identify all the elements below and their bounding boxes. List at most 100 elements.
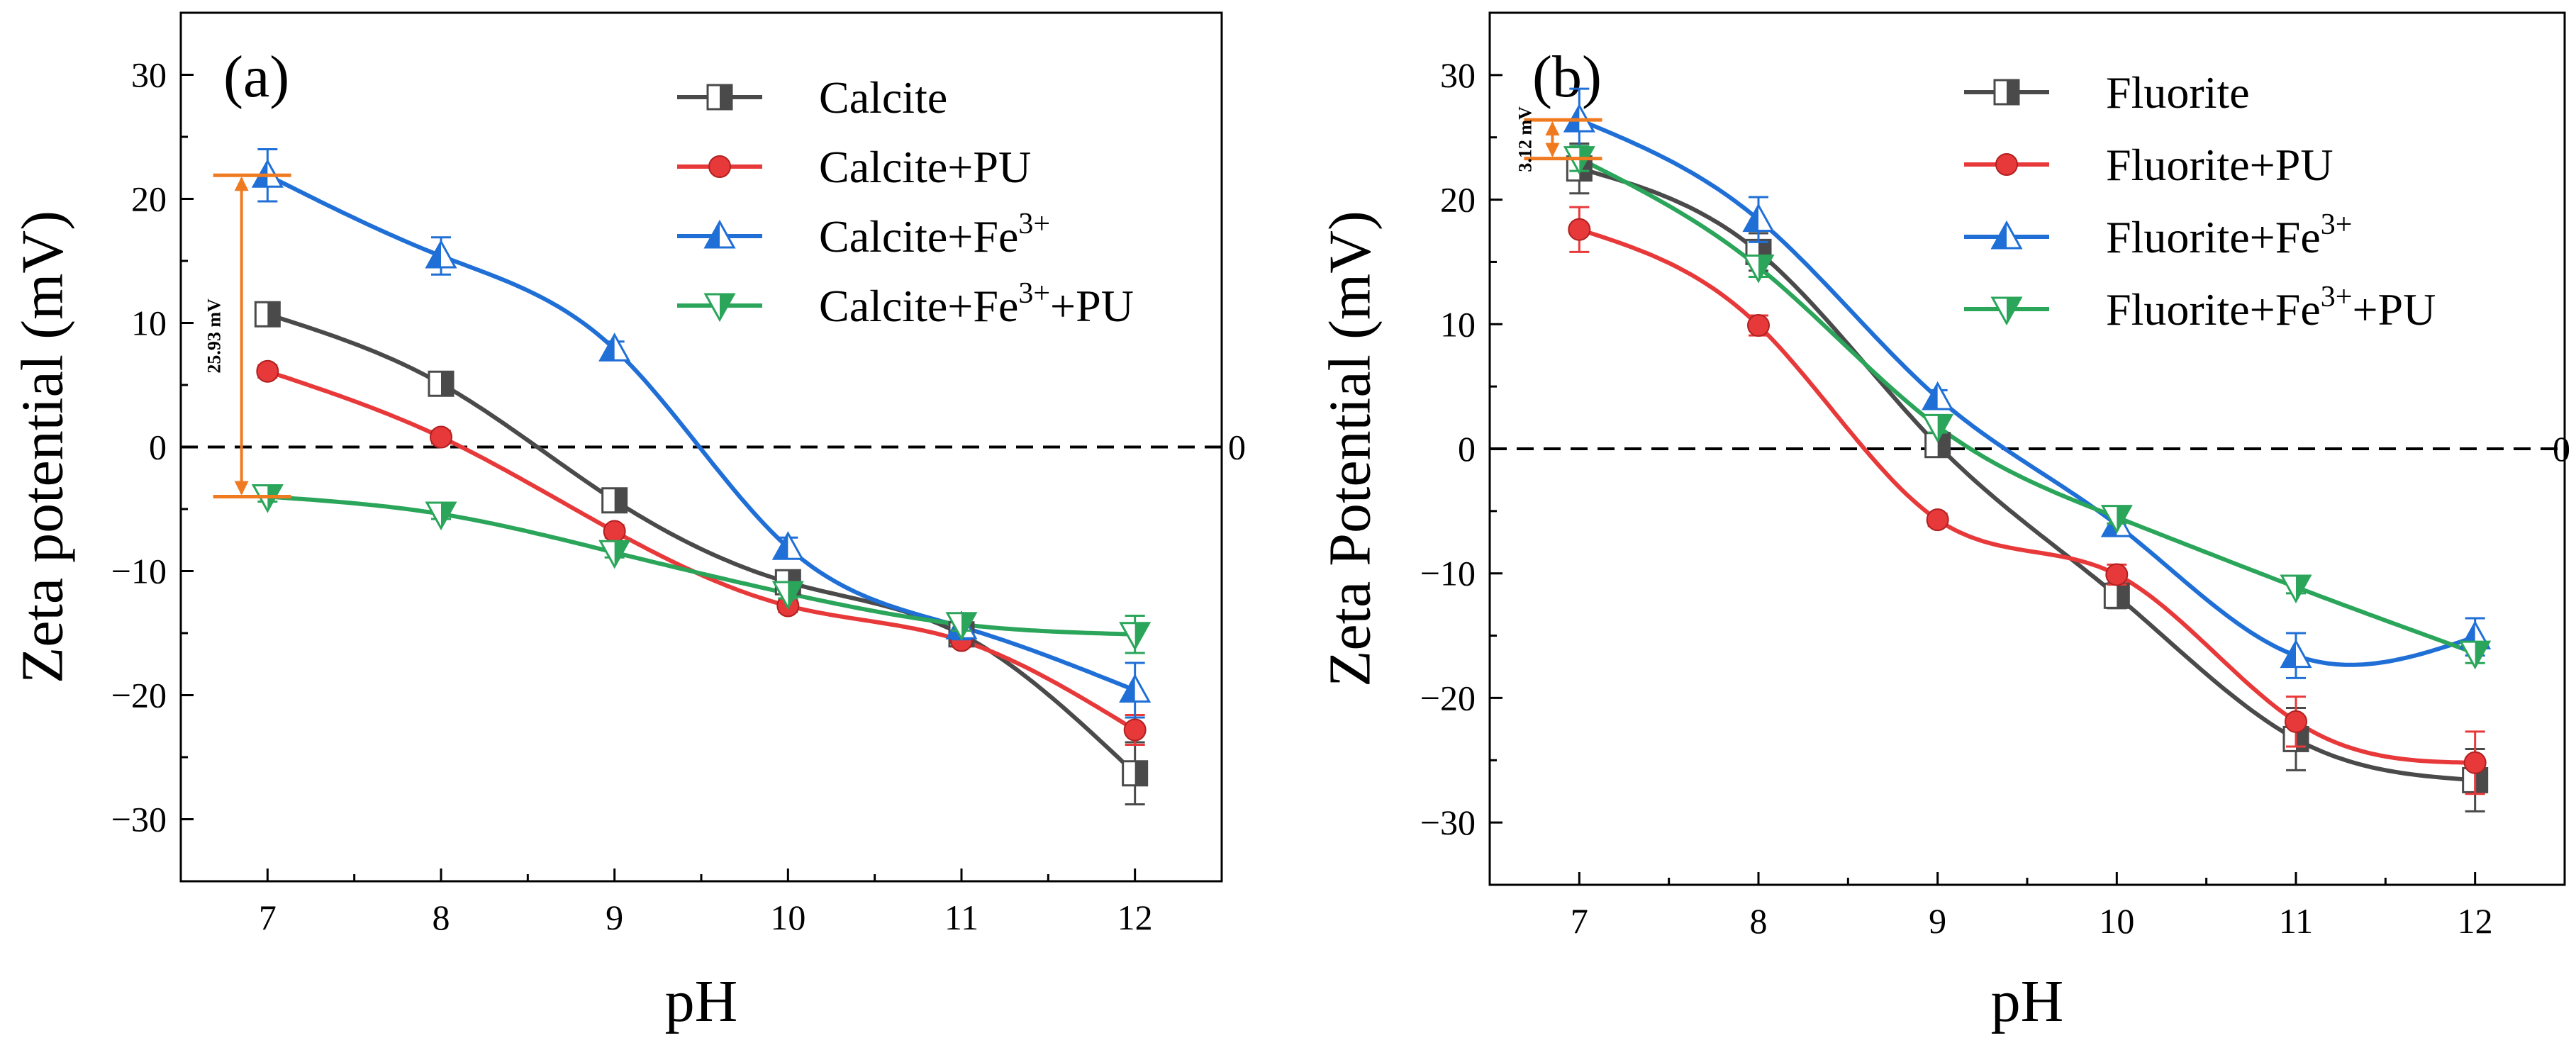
data-point bbox=[771, 581, 804, 610]
data-point-fill bbox=[1923, 383, 1938, 409]
data-point-fill bbox=[441, 503, 455, 528]
data-point bbox=[601, 487, 628, 514]
annotation-label: 25.93 mV bbox=[204, 298, 225, 374]
y-tick-label: −20 bbox=[111, 676, 167, 715]
legend-marker bbox=[1990, 296, 2023, 326]
legend-item: Calcite+Fe3++PU bbox=[677, 277, 1134, 331]
series-line-calcite-fe3-pu bbox=[267, 494, 1135, 637]
y-tick-label: 30 bbox=[131, 55, 167, 95]
data-point-fill bbox=[1120, 676, 1135, 702]
panel-label: (b) bbox=[1532, 44, 1602, 110]
data-point-fill bbox=[2296, 727, 2308, 752]
y-tick-label: 20 bbox=[1440, 180, 1476, 220]
legend-marker-fill bbox=[2007, 298, 2021, 323]
legend-marker bbox=[703, 219, 736, 249]
data-point bbox=[425, 501, 457, 531]
data-point bbox=[1747, 314, 1770, 337]
legend-marker bbox=[1990, 220, 2023, 250]
data-point-fill bbox=[1744, 205, 1758, 231]
y-tick-label: 10 bbox=[131, 303, 167, 343]
data-point bbox=[2463, 751, 2487, 774]
legend-label: Fluorite+Fe3+ bbox=[2106, 208, 2352, 262]
legend-item: Calcite+PU bbox=[677, 142, 1031, 192]
annotation-arrowhead-up bbox=[234, 177, 249, 191]
series-line-fluorite-fe3-pu bbox=[1578, 156, 2476, 656]
y-tick-label: −30 bbox=[111, 800, 167, 839]
chart-panel-b: 7 8 9 10 11 12 −30 −20 −10 0 10 20 30 0 pH Zeta Potenti… bbox=[1317, 11, 2570, 1034]
legend-label-superscript: 3+ bbox=[1018, 277, 1050, 310]
data-point-fill bbox=[614, 541, 629, 567]
legend-marker-fill bbox=[2007, 80, 2019, 104]
data-point bbox=[2100, 505, 2133, 534]
series-points-fluorite bbox=[1566, 143, 2489, 812]
zero-line-label: 0 bbox=[1228, 428, 1246, 467]
legend-marker bbox=[703, 293, 736, 323]
data-point bbox=[254, 301, 281, 328]
legend-label-main: Calcite+Fe bbox=[819, 211, 1018, 262]
legend-marker-fill bbox=[720, 85, 732, 109]
annotation-arrowhead-up bbox=[1545, 121, 1560, 136]
difference-annotation: 3.12 mV bbox=[1515, 106, 1602, 172]
data-point bbox=[1119, 674, 1152, 703]
data-point-fill bbox=[427, 242, 441, 267]
legend-label-main: Fluorite+PU bbox=[2106, 140, 2334, 190]
data-point-fill bbox=[788, 582, 803, 608]
x-tick-label: 7 bbox=[259, 898, 277, 937]
data-point-fill bbox=[267, 302, 280, 327]
legend-item: Fluorite+Fe3+ bbox=[1964, 208, 2352, 262]
data-point bbox=[1926, 508, 1949, 532]
x-tick-label: 12 bbox=[1117, 898, 1153, 937]
x-tick-label: 12 bbox=[2458, 901, 2493, 941]
data-point-fill bbox=[2296, 576, 2310, 602]
y-tick-label: 10 bbox=[1440, 304, 1476, 344]
data-point bbox=[2285, 710, 2307, 733]
series-line-fluorite bbox=[1578, 166, 2475, 783]
data-point bbox=[1122, 760, 1149, 787]
legend-label: Calcite+Fe3+ bbox=[819, 208, 1050, 262]
legend-marker bbox=[1995, 153, 2018, 176]
legend-label-main: Calcite+Fe bbox=[819, 281, 1018, 331]
legend-label: Calcite bbox=[819, 72, 947, 123]
series-line-fluorite-fe3- bbox=[1578, 118, 2476, 667]
legend-label-superscript: 3+ bbox=[2321, 281, 2353, 313]
legend-label-main: Calcite bbox=[819, 72, 947, 123]
legend-item: Fluorite bbox=[1964, 67, 2250, 118]
legend-label: Fluorite+PU bbox=[2106, 140, 2334, 190]
data-point bbox=[1922, 413, 1954, 443]
y-tick-label: 30 bbox=[1440, 55, 1476, 95]
panel-label: (a) bbox=[223, 44, 289, 110]
legend-label: Calcite+Fe3++PU bbox=[819, 277, 1134, 331]
x-tick-label: 9 bbox=[1929, 901, 1946, 941]
legend-label-main: Fluorite+Fe bbox=[2106, 284, 2321, 335]
legend-label-superscript: 3+ bbox=[1018, 208, 1050, 240]
y-tick-label: 20 bbox=[131, 179, 167, 219]
x-tick-label: 7 bbox=[1571, 901, 1588, 941]
legend-label-main: Calcite+PU bbox=[819, 142, 1031, 192]
legend-label: Fluorite bbox=[2106, 67, 2250, 118]
x-tick-label: 11 bbox=[944, 898, 978, 937]
series-line-calcite-fe3- bbox=[266, 173, 1136, 693]
data-point bbox=[256, 359, 279, 383]
y-tick-label: −20 bbox=[1420, 678, 1476, 717]
legend-label-main: Fluorite+Fe bbox=[2106, 212, 2321, 262]
data-point bbox=[2105, 563, 2129, 586]
annotation-arrowhead-down bbox=[234, 481, 249, 496]
series-points-fluorite-fe3- bbox=[1563, 87, 2492, 679]
y-tick-label: 0 bbox=[149, 428, 167, 467]
data-point bbox=[1922, 381, 1954, 410]
data-point-fill bbox=[2117, 506, 2131, 532]
x-axis-title: pH bbox=[665, 968, 738, 1034]
data-point-fill bbox=[1134, 622, 1149, 649]
data-point bbox=[2280, 639, 2312, 669]
legend-label-suffix: +PU bbox=[1050, 281, 1134, 331]
legend-label-main: Fluorite bbox=[2106, 67, 2250, 118]
legend-item: Fluorite+Fe3++PU bbox=[1964, 281, 2436, 335]
data-point-fill bbox=[1937, 415, 1952, 441]
data-point-fill bbox=[961, 613, 976, 639]
difference-annotation: 25.93 mV bbox=[204, 173, 291, 498]
data-point bbox=[1568, 218, 1591, 241]
y-tick-label: −10 bbox=[111, 552, 167, 591]
x-tick-label: 10 bbox=[770, 898, 805, 937]
data-point-fill bbox=[774, 533, 788, 559]
